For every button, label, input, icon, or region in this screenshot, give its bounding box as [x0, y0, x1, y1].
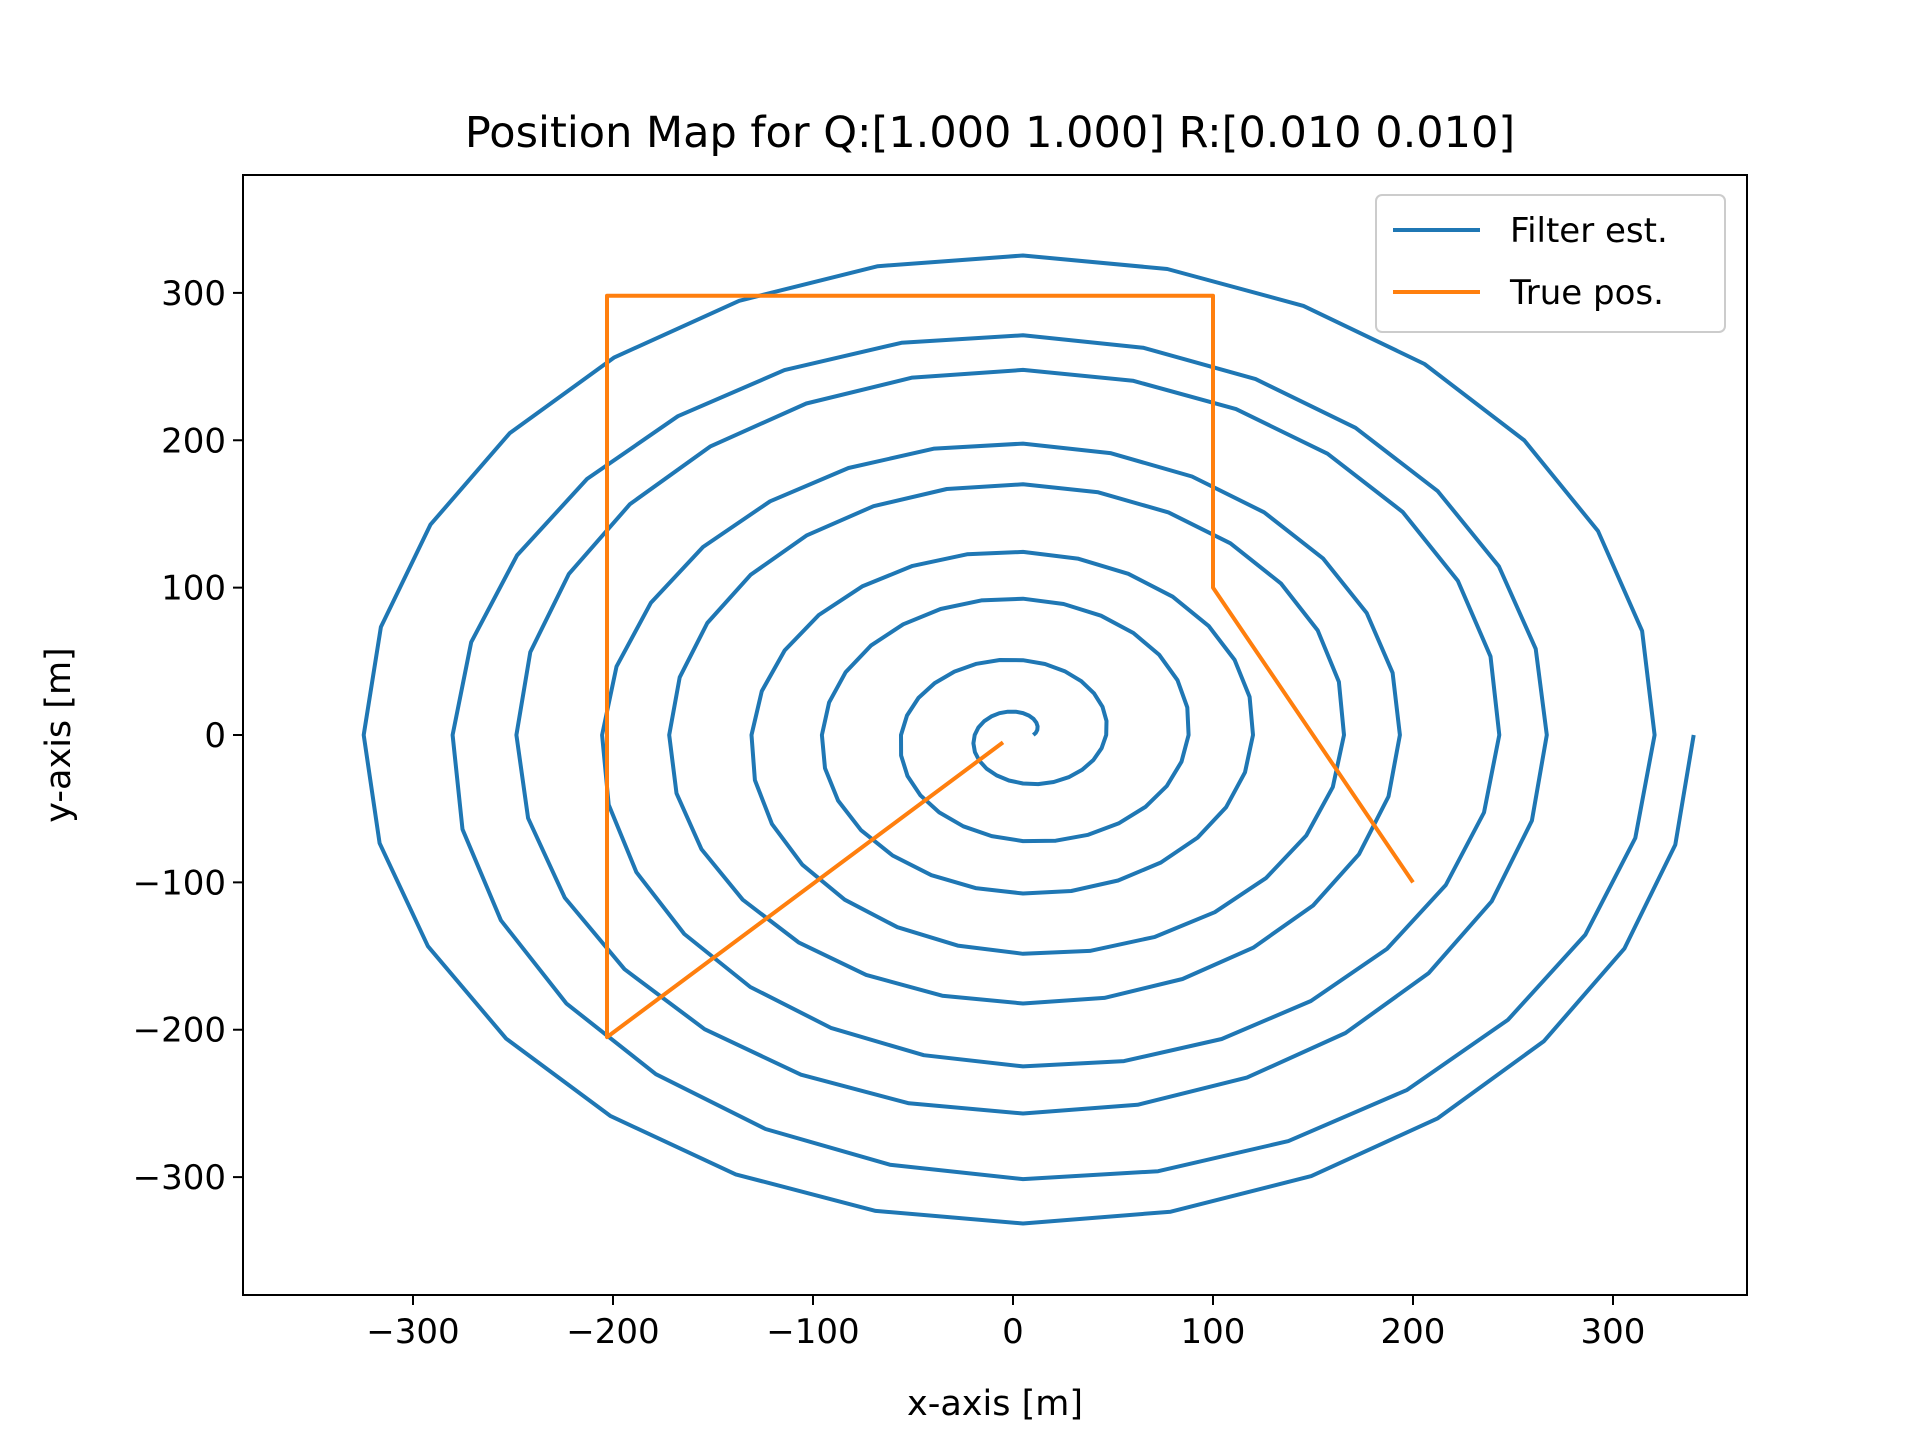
y-tick-label: 100 — [161, 569, 226, 609]
x-tick-label: −300 — [366, 1312, 459, 1352]
y-tick-label: −300 — [133, 1158, 226, 1198]
x-tick-label: −100 — [766, 1312, 859, 1352]
y-axis-label: y-axis [m] — [39, 647, 79, 822]
chart-title: Position Map for Q:[1.000 1.000] R:[0.01… — [465, 108, 1515, 158]
x-tick-label: −200 — [566, 1312, 659, 1352]
series-line-true-pos — [605, 293, 1415, 1040]
y-tick-label: −200 — [133, 1011, 226, 1051]
x-tick-label: 0 — [1002, 1312, 1024, 1352]
series-layer — [361, 253, 1696, 1226]
legend: Filter est. True pos. — [1375, 194, 1726, 333]
x-tick-label: 300 — [1581, 1312, 1646, 1352]
x-axis-label: x-axis [m] — [907, 1384, 1083, 1424]
y-tick-label: 300 — [161, 274, 226, 314]
legend-label-filter-est: Filter est. — [1510, 211, 1668, 251]
y-tick-label: −100 — [133, 863, 226, 903]
legend-label-true-pos: True pos. — [1509, 273, 1664, 313]
series-line-filter-est — [361, 253, 1696, 1226]
y-axis-ticks: −300 −200 −100 0 100 200 300 — [133, 274, 243, 1198]
x-axis-ticks: −300 −200 −100 0 100 200 300 — [366, 1295, 1645, 1352]
y-tick-label: 0 — [204, 716, 226, 756]
y-tick-label: 200 — [161, 421, 226, 461]
x-tick-label: 100 — [1181, 1312, 1246, 1352]
x-tick-label: 200 — [1381, 1312, 1446, 1352]
